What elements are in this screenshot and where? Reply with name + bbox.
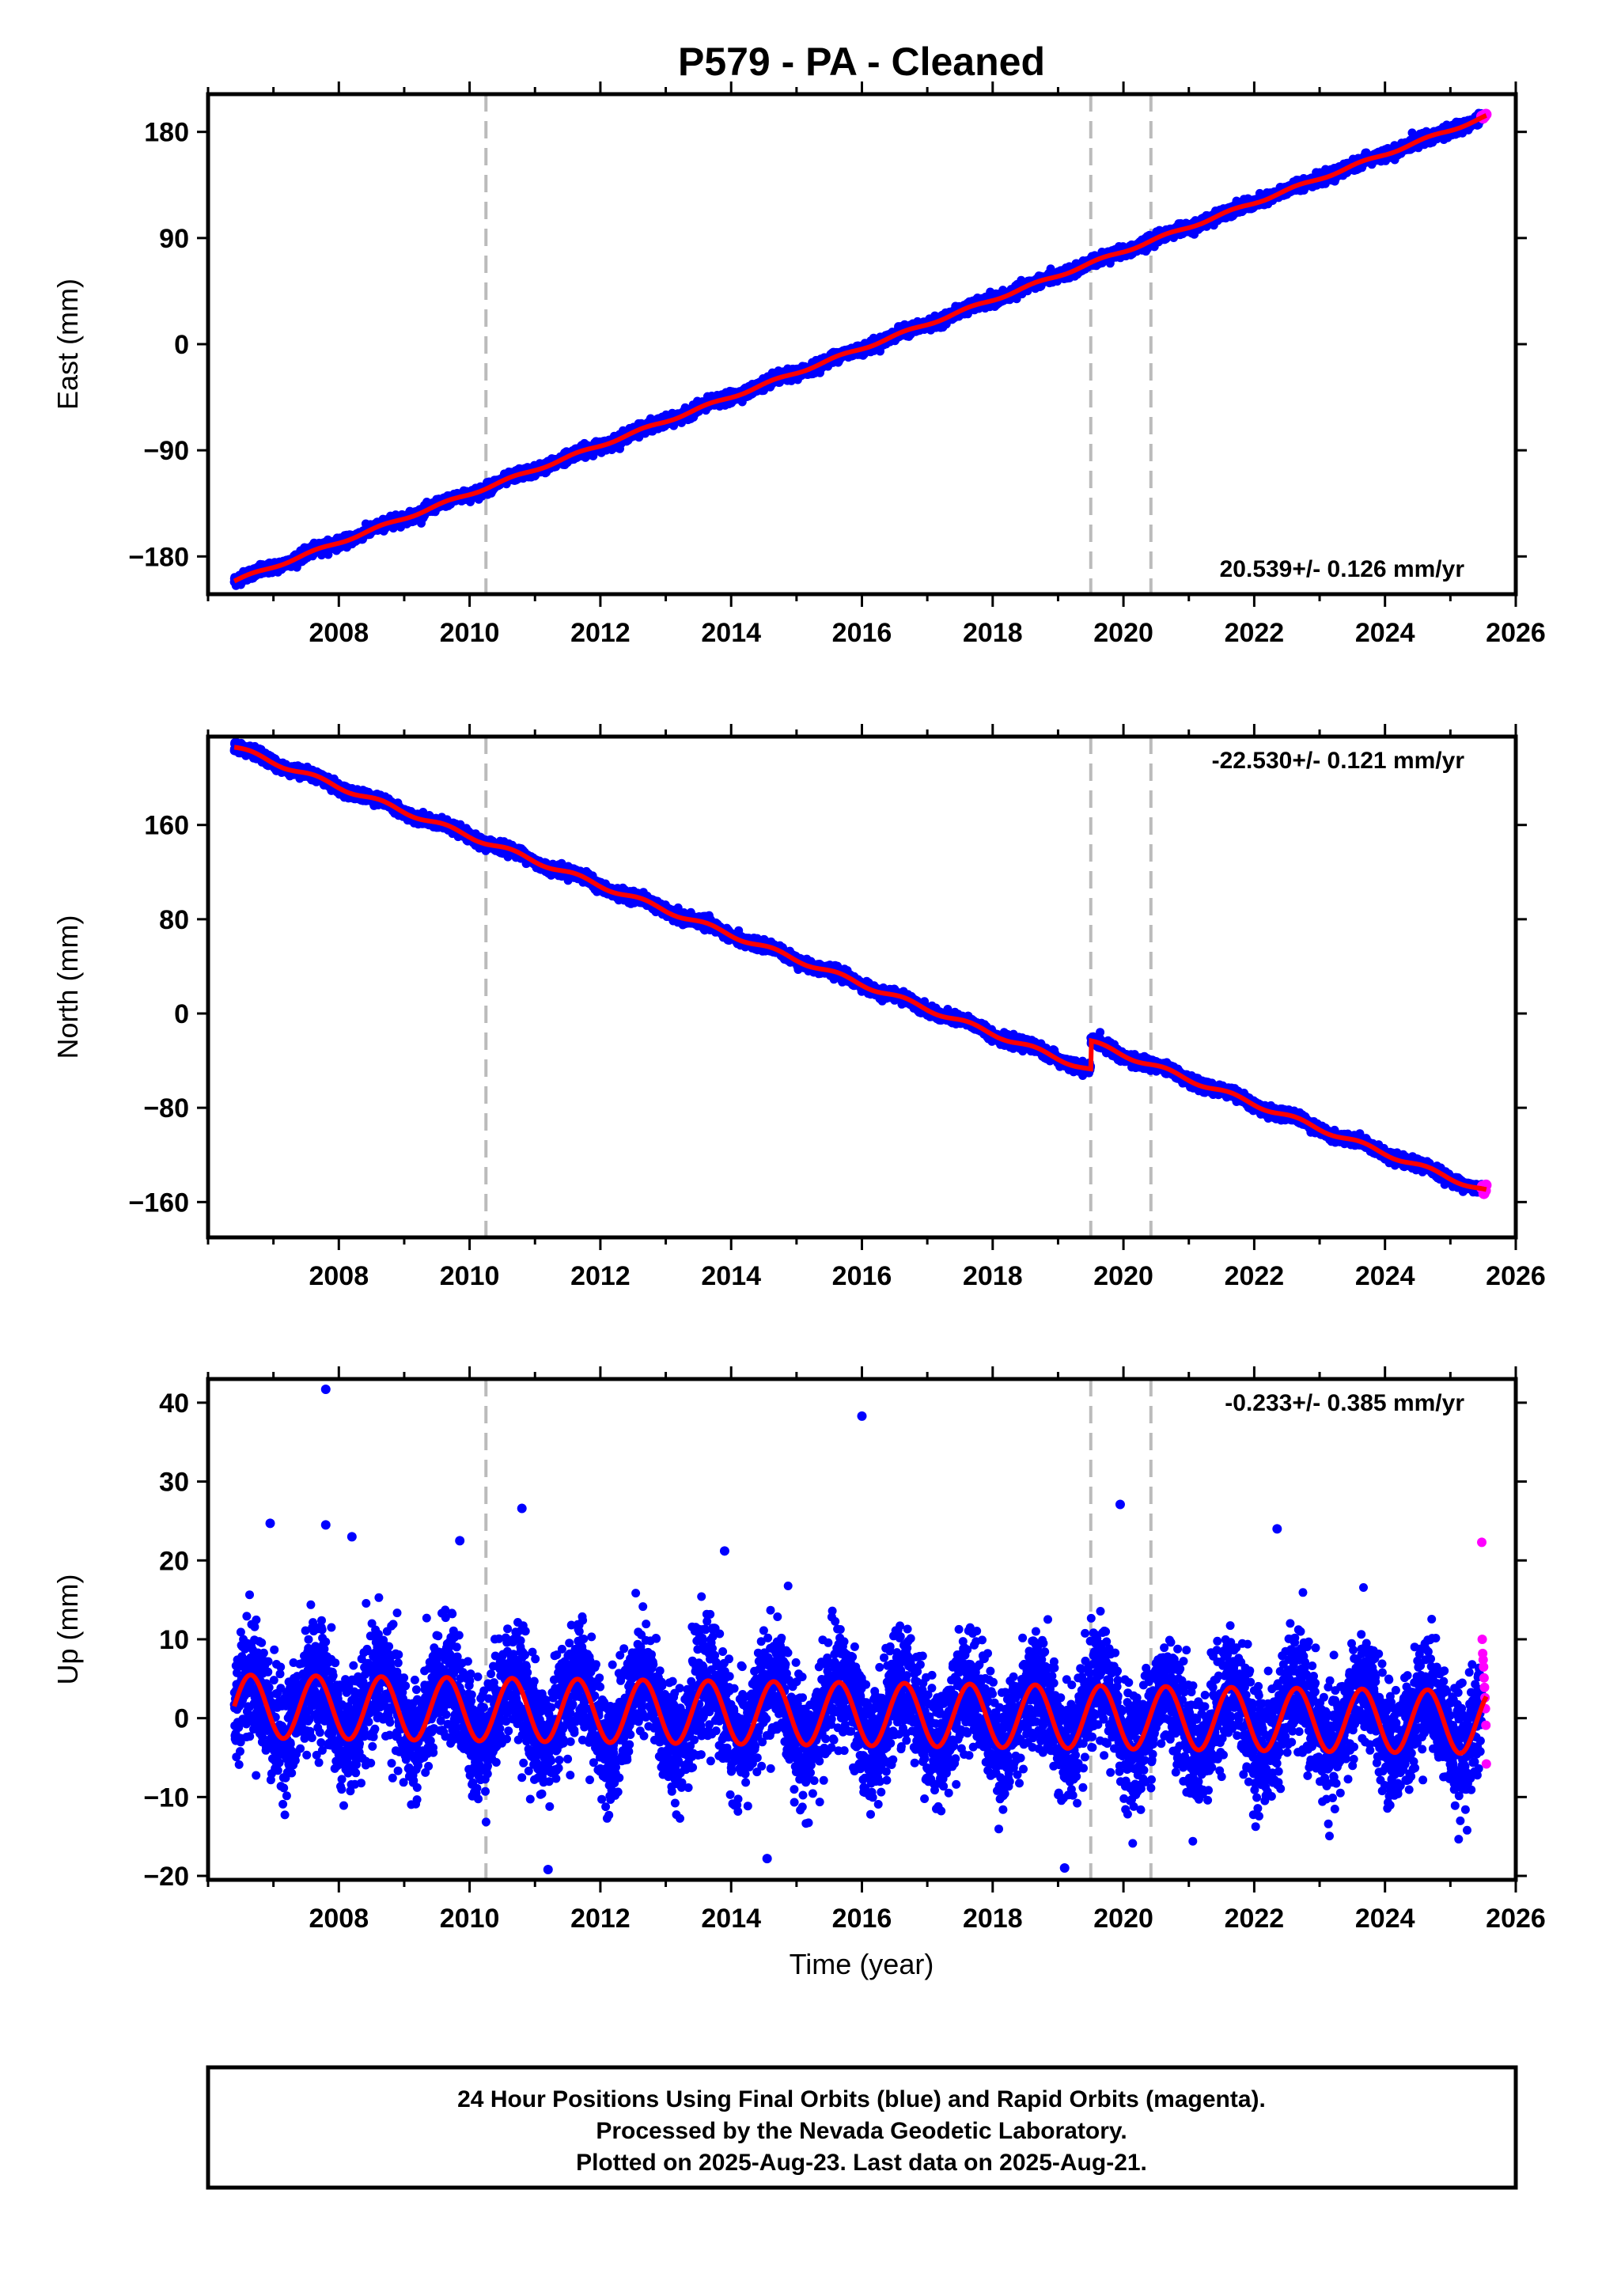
chart-title: P579 - PA - Cleaned [678,40,1045,84]
